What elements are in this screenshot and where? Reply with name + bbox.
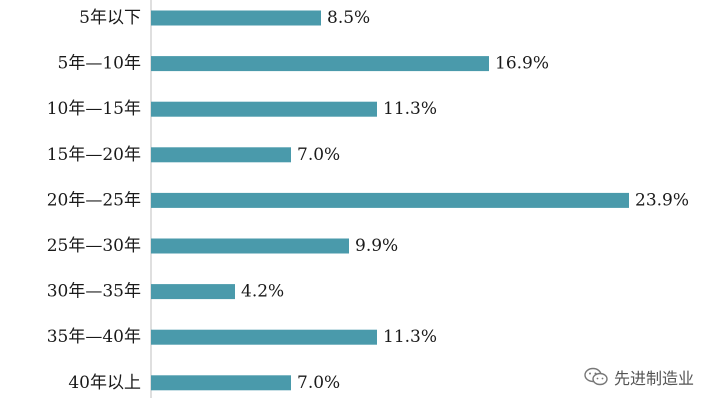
wechat-icon xyxy=(584,367,608,386)
watermark: 先进制造业 xyxy=(584,365,694,389)
category-label: 30年—35年 xyxy=(47,282,141,302)
bar xyxy=(151,147,291,163)
bar xyxy=(151,284,235,300)
value-label: 16.9% xyxy=(495,54,549,74)
bar xyxy=(151,101,377,117)
value-label: 11.3% xyxy=(383,327,437,347)
bar xyxy=(151,238,349,254)
category-label: 25年—30年 xyxy=(47,236,141,256)
category-label: 40年以上 xyxy=(68,373,141,393)
category-label: 5年—10年 xyxy=(58,54,141,74)
category-label: 15年—20年 xyxy=(47,145,141,165)
value-label: 11.3% xyxy=(383,99,437,119)
value-label: 23.9% xyxy=(635,190,689,210)
bar xyxy=(151,329,377,345)
category-label: 10年—15年 xyxy=(47,99,141,119)
value-label: 7.0% xyxy=(297,373,340,393)
bar xyxy=(151,56,489,72)
value-label: 9.9% xyxy=(355,236,398,256)
bar xyxy=(151,10,321,26)
value-label: 4.2% xyxy=(241,282,284,302)
category-label: 20年—25年 xyxy=(47,190,141,210)
category-label: 5年以下 xyxy=(79,8,141,28)
value-label: 8.5% xyxy=(327,8,370,28)
watermark-text: 先进制造业 xyxy=(613,369,694,388)
bar xyxy=(151,375,291,391)
bar xyxy=(151,192,629,208)
category-label: 35年—40年 xyxy=(47,327,141,347)
value-label: 7.0% xyxy=(297,145,340,165)
